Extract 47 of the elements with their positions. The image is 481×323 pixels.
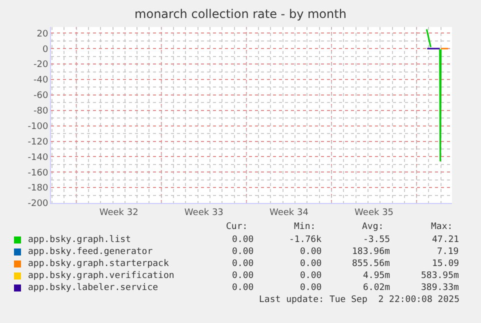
text: 6.02m (363, 283, 390, 293)
y-tick-label: -160 (28, 168, 48, 178)
text: 0.00 (300, 271, 322, 281)
y-tick-label: 20 (36, 29, 48, 40)
y-tick-label: -120 (28, 137, 48, 148)
text: 4.95m (363, 271, 390, 281)
text: 855.56m (352, 259, 390, 269)
text: 47.21 (432, 235, 460, 245)
text: -1.76k (289, 235, 322, 245)
text: 0.00 (232, 271, 254, 281)
text: Min: (294, 222, 316, 232)
text: Max: (431, 222, 453, 232)
legend-label: app.bsky.graph.verification (28, 271, 174, 281)
text: 389.33m (421, 283, 459, 293)
text: 0.00 (300, 283, 322, 293)
text: 7.19 (437, 247, 459, 257)
text: 583.95m (421, 271, 459, 281)
text: -3.55 (363, 235, 390, 245)
text: 0.00 (232, 259, 254, 269)
y-tick-label: -140 (28, 152, 48, 163)
text: 0.00 (232, 247, 254, 257)
y-tick-label: -200 (28, 199, 48, 210)
y-tick-label: -100 (28, 122, 48, 132)
y-tick-label: -60 (33, 91, 48, 102)
x-tick-label: Week 33 (184, 208, 224, 218)
legend-label: app.bsky.feed.generator (28, 247, 154, 257)
legend-label: app.bsky.graph.starterpack (28, 259, 170, 269)
text: 0.00 (232, 235, 254, 245)
text: 0.00 (300, 247, 322, 257)
y-tick-label: -20 (33, 60, 48, 70)
text: Cur: (226, 222, 248, 232)
legend-label: app.bsky.labeler.service (28, 283, 158, 293)
text: 0.00 (232, 283, 254, 293)
x-tick-label: Week 32 (99, 208, 138, 218)
text: 183.96m (352, 247, 390, 257)
text: Last update: Tue Sep 2 22:00:08 2025 (259, 295, 460, 305)
y-tick-label: -40 (33, 76, 48, 86)
text: 0.00 (300, 259, 322, 269)
x-tick-label: Week 35 (354, 208, 394, 218)
chart-title: monarch collection rate - by month (134, 7, 346, 22)
legend-label: app.bsky.graph.list (28, 235, 131, 245)
y-tick-label: -80 (33, 106, 48, 117)
text: 15.09 (432, 259, 460, 269)
y-tick-label: -180 (28, 184, 48, 194)
y-tick-label: 0 (42, 44, 48, 55)
text: Avg: (362, 222, 384, 232)
x-tick-label: Week 34 (269, 208, 309, 218)
